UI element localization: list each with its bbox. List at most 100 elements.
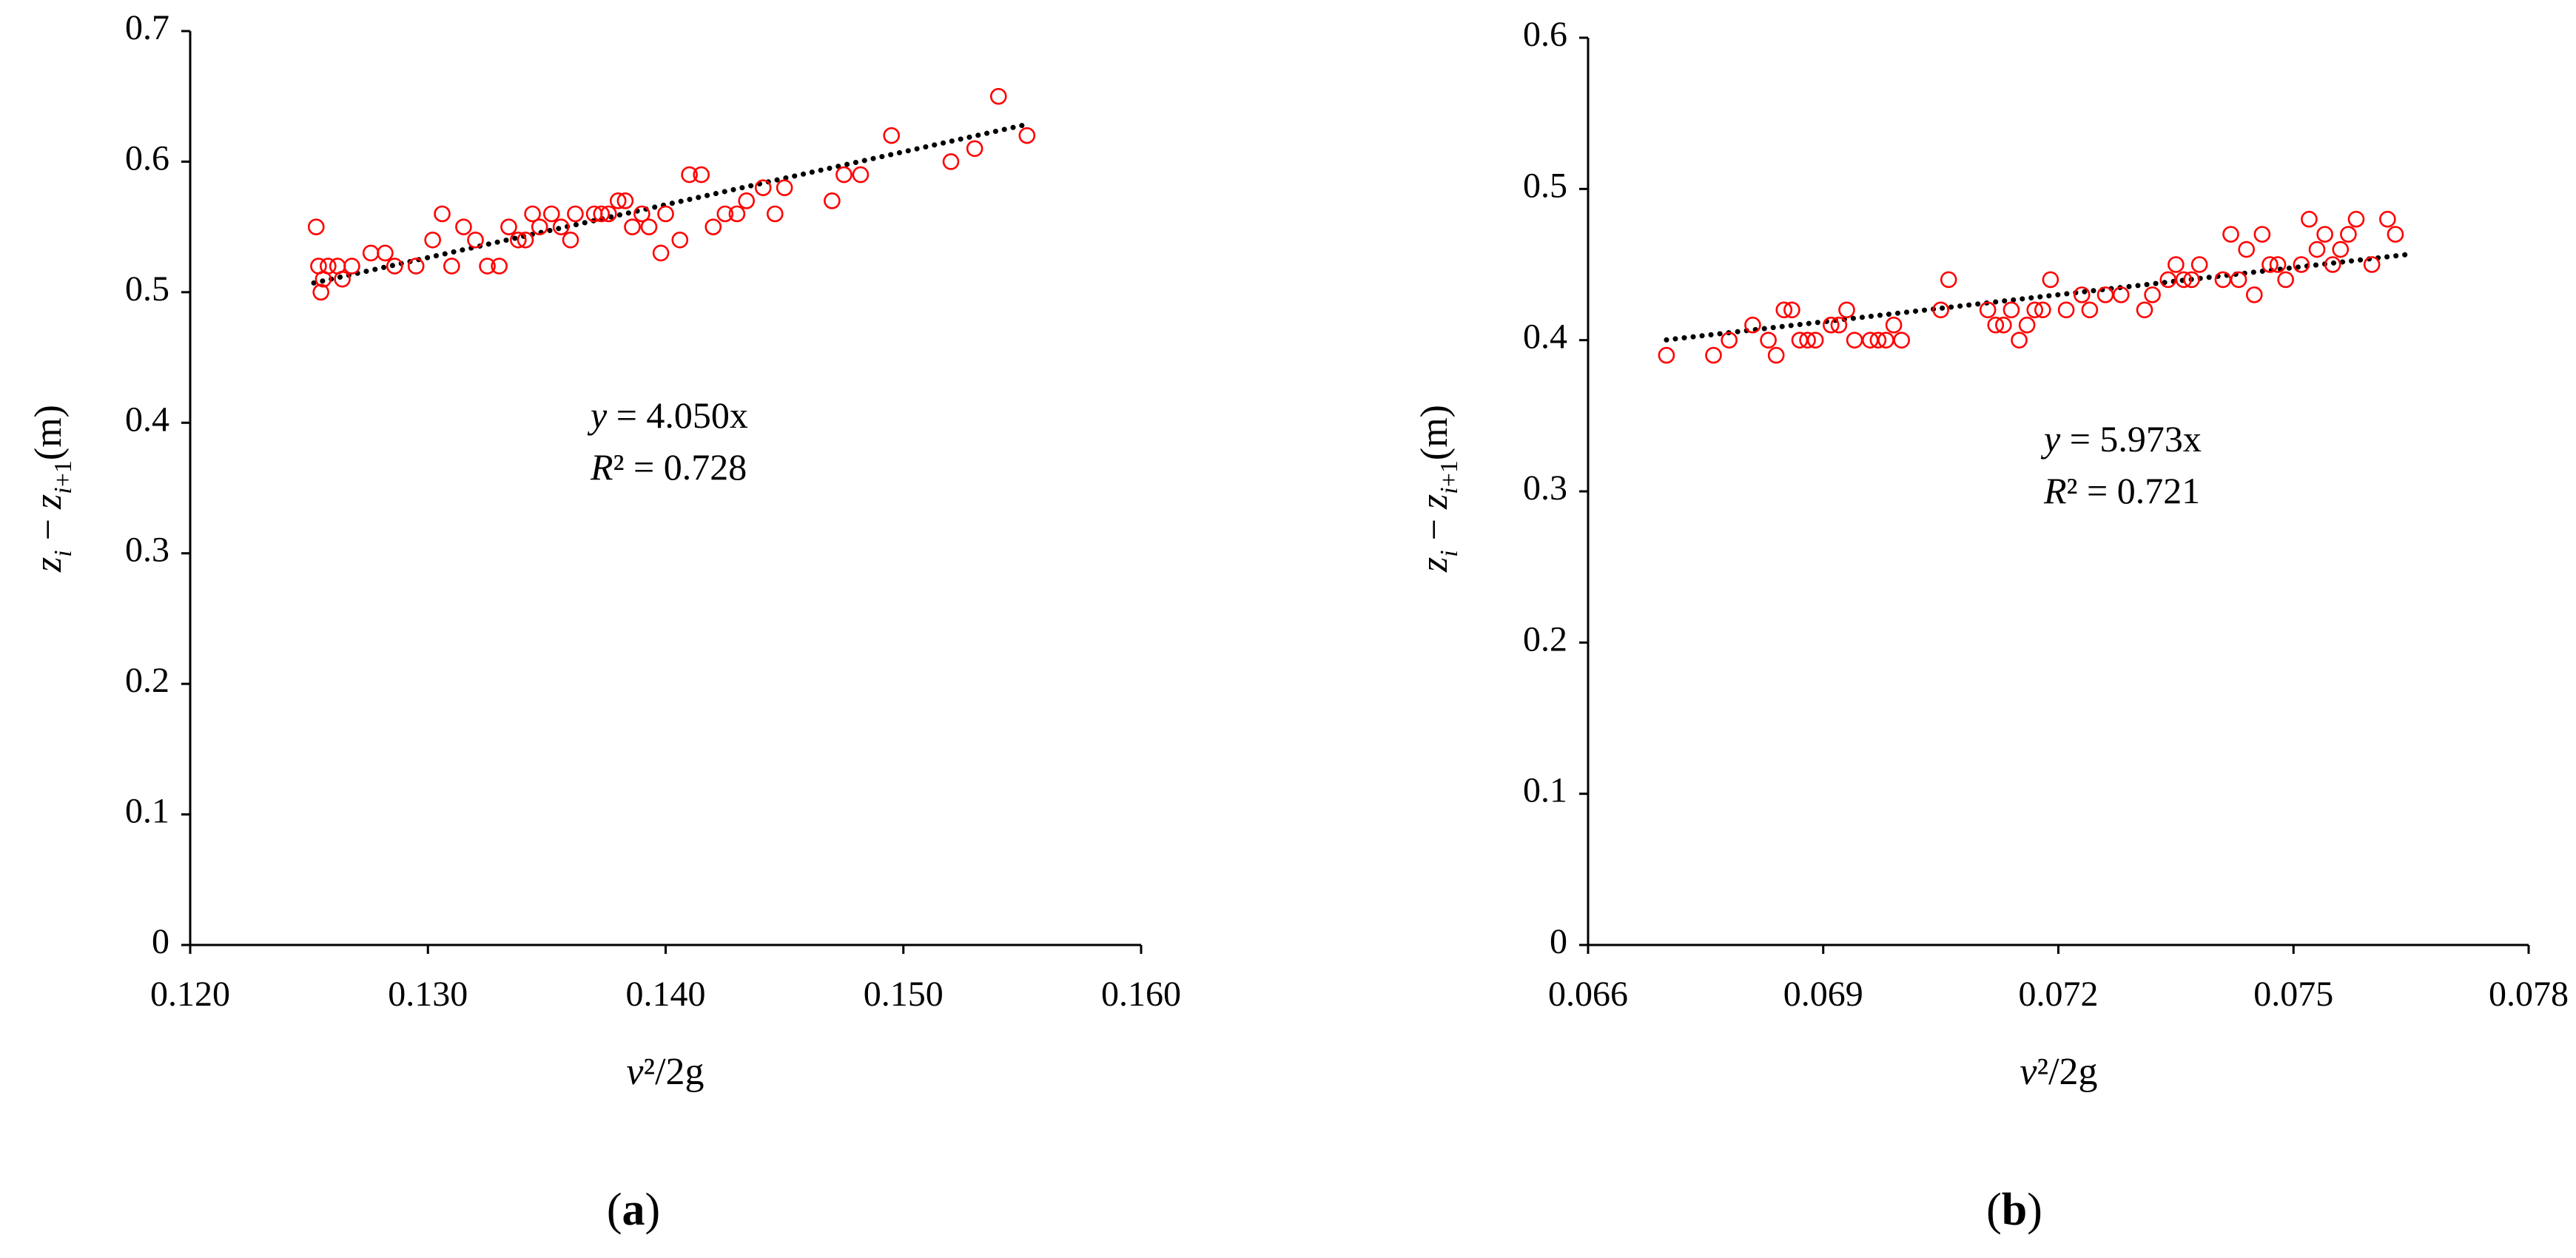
data-point bbox=[2245, 286, 2263, 303]
data-point bbox=[754, 179, 772, 197]
data-point bbox=[320, 258, 337, 275]
data-point bbox=[2214, 271, 2232, 289]
data-point bbox=[2387, 226, 2404, 243]
data-point bbox=[616, 192, 634, 209]
data-point bbox=[624, 218, 641, 235]
panel-label: (a) bbox=[607, 1185, 660, 1235]
data-point bbox=[1823, 316, 1840, 334]
data-point bbox=[2042, 271, 2059, 289]
data-point bbox=[2324, 256, 2341, 273]
data-point bbox=[2136, 301, 2153, 319]
y-tick-label: 0 bbox=[152, 922, 169, 961]
data-point bbox=[1767, 346, 1785, 364]
y-tick-label: 0.1 bbox=[1523, 771, 1567, 810]
data-point bbox=[2096, 286, 2114, 303]
y-tick-label: 0.7 bbox=[125, 8, 169, 47]
y-tick-label: 0.1 bbox=[125, 792, 169, 831]
data-point bbox=[2238, 240, 2255, 258]
data-point bbox=[312, 283, 329, 301]
data-point bbox=[1775, 301, 1793, 319]
data-point bbox=[2026, 301, 2044, 319]
data-point bbox=[681, 166, 698, 184]
data-point bbox=[1806, 332, 1824, 349]
y-tick-label: 0.2 bbox=[1523, 619, 1567, 659]
data-point bbox=[824, 192, 841, 209]
data-point bbox=[776, 179, 793, 197]
data-point bbox=[567, 205, 584, 223]
data-point bbox=[2168, 256, 2185, 273]
data-point bbox=[2002, 301, 2020, 319]
x-tick-label: 0.066 bbox=[1548, 975, 1628, 1014]
data-point bbox=[2332, 240, 2350, 258]
data-point bbox=[386, 258, 403, 275]
x-axis-title: v²/2g bbox=[2020, 1051, 2097, 1093]
x-tick-label: 0.072 bbox=[2019, 975, 2099, 1014]
data-point bbox=[2277, 271, 2294, 289]
y-tick-label: 0.5 bbox=[1523, 166, 1567, 205]
data-point bbox=[455, 218, 472, 235]
y-tick-label: 0.6 bbox=[1523, 15, 1567, 54]
data-point bbox=[307, 218, 325, 235]
data-point bbox=[467, 231, 484, 249]
data-point bbox=[334, 270, 351, 288]
data-point bbox=[2347, 210, 2365, 228]
data-point bbox=[1018, 127, 1036, 144]
data-point bbox=[2144, 286, 2161, 303]
data-point bbox=[510, 231, 527, 249]
data-point bbox=[657, 205, 674, 223]
data-point bbox=[693, 166, 710, 184]
x-tick-label: 0.120 bbox=[150, 975, 230, 1014]
data-point bbox=[2112, 286, 2130, 303]
data-point bbox=[552, 218, 570, 235]
data-point bbox=[491, 258, 508, 275]
data-point bbox=[1940, 271, 1957, 289]
data-point bbox=[343, 258, 360, 275]
y-tick-label: 0.3 bbox=[125, 531, 169, 570]
data-point bbox=[716, 205, 734, 223]
data-point bbox=[524, 205, 541, 223]
data-point bbox=[434, 205, 451, 223]
x-tick-label: 0.140 bbox=[626, 975, 706, 1014]
data-point bbox=[517, 231, 534, 249]
trendline bbox=[311, 121, 1030, 286]
data-point bbox=[1979, 301, 1997, 319]
data-point bbox=[1846, 332, 1863, 349]
y-tick-label: 0.4 bbox=[1523, 317, 1567, 357]
y-tick-label: 0.5 bbox=[125, 269, 169, 309]
data-point bbox=[2222, 226, 2239, 243]
data-point bbox=[407, 258, 425, 275]
data-point bbox=[2081, 301, 2099, 319]
equation-label: y = 4.050x bbox=[587, 394, 748, 436]
data-point bbox=[966, 140, 983, 158]
data-point bbox=[1885, 316, 1903, 334]
x-tick-label: 0.130 bbox=[388, 975, 468, 1014]
chart-panel-b: 0 0.1 0.2 0.3 0.4 0.5 0.6 0.066 0.069 0.072 0.075… bbox=[1413, 15, 2569, 1235]
data-point bbox=[883, 127, 900, 144]
y-tick-label: 0.2 bbox=[125, 661, 169, 700]
data-point bbox=[1830, 316, 1848, 334]
data-point bbox=[2057, 301, 2075, 319]
data-point bbox=[2190, 256, 2208, 273]
data-point bbox=[942, 153, 960, 170]
data-point bbox=[738, 192, 756, 209]
data-point bbox=[593, 205, 611, 223]
y-tick-label: 0.4 bbox=[125, 400, 169, 439]
data-point bbox=[1995, 316, 2012, 334]
data-point bbox=[852, 166, 870, 184]
data-point bbox=[1721, 332, 1738, 349]
data-point bbox=[766, 205, 784, 223]
data-point bbox=[1705, 346, 1722, 364]
r-squared-label: R² = 0.721 bbox=[2043, 470, 2200, 511]
data-point bbox=[1838, 301, 1855, 319]
x-tick-label: 0.078 bbox=[2489, 975, 2569, 1014]
y-tick-label: 0.6 bbox=[125, 138, 169, 178]
data-point bbox=[2363, 256, 2381, 273]
data-point bbox=[640, 218, 658, 235]
x-tick-label: 0.069 bbox=[1783, 975, 1863, 1014]
chart-panel-a: 0 0.1 0.2 0.3 0.4 0.5 0.6 0.7 0.120 0.130 0.140 0.… bbox=[27, 8, 1181, 1235]
y-tick-label: 0.3 bbox=[1523, 468, 1567, 508]
y-axis-title: zi − zi+1(m) bbox=[27, 405, 77, 573]
r-squared-label: R² = 0.728 bbox=[590, 446, 747, 488]
data-point bbox=[2175, 271, 2193, 289]
